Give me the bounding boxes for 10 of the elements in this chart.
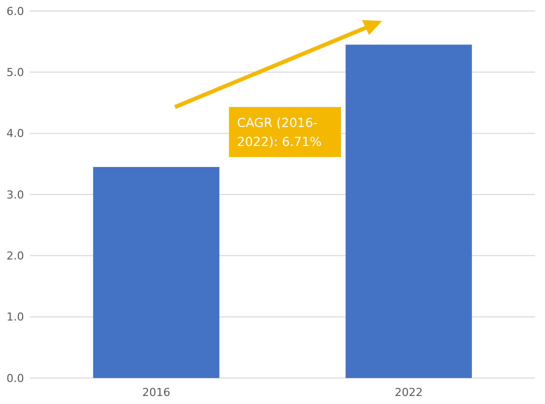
y-tick-label: 3.0 (6, 188, 24, 202)
y-tick-label: 5.0 (6, 66, 24, 80)
x-tick-label: 2022 (394, 386, 423, 399)
y-tick-label: 4.0 (6, 127, 24, 140)
y-tick-label: 6.0 (6, 4, 24, 18)
annotation: CAGR (2016-2022): 6.71% (237, 115, 322, 149)
y-tick-label: 1.0 (6, 310, 24, 324)
x-tick-label: 2016 (142, 386, 170, 399)
y-tick-label: 0.0 (6, 372, 24, 385)
y-tick-label: 2.0 (6, 250, 24, 263)
